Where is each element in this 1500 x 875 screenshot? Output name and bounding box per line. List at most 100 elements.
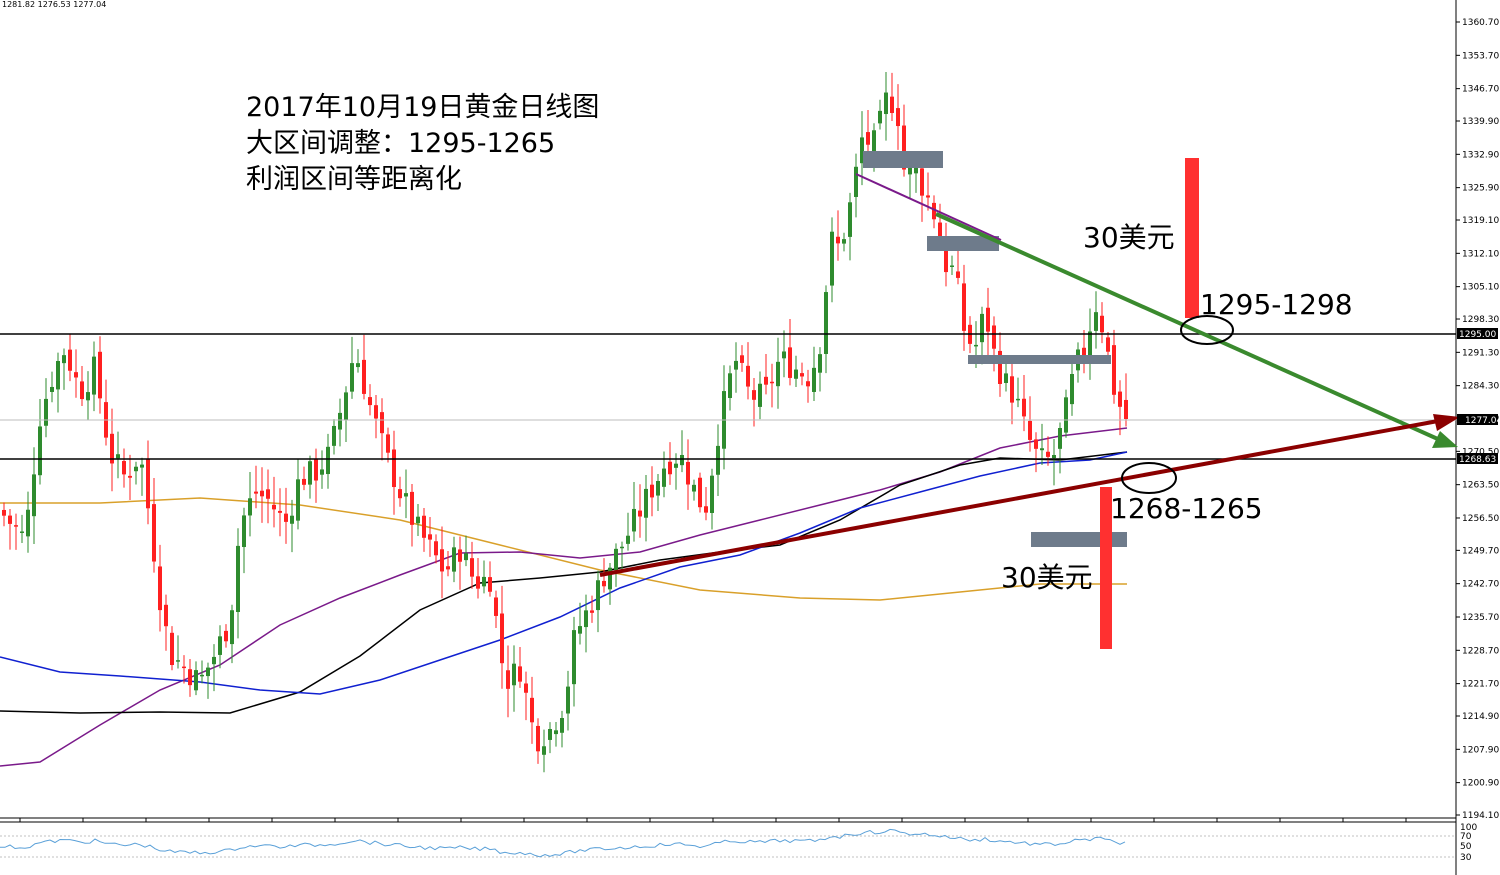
y-tick-label: 1346.70 — [1462, 85, 1499, 95]
candle-body — [908, 166, 912, 175]
y-tick-label: 1194.10 — [1462, 811, 1499, 821]
price-label-support: 1268.63 — [1457, 453, 1498, 465]
candle-body — [1106, 337, 1110, 352]
candle-body — [350, 363, 354, 392]
y-tick-label: 1325.90 — [1462, 184, 1499, 194]
candle-body — [230, 610, 234, 645]
candle-body — [782, 351, 786, 359]
candle-body — [938, 222, 942, 243]
candle-body — [188, 669, 192, 686]
candle-body — [800, 373, 804, 377]
candle-body — [362, 359, 366, 394]
candle-body — [842, 239, 846, 244]
lower-target-ellipse — [1121, 462, 1177, 494]
candle-body — [74, 372, 78, 378]
candle-body — [806, 381, 810, 387]
candle-body — [374, 405, 378, 419]
candle-body — [1064, 397, 1068, 433]
candle-body — [704, 506, 708, 513]
ma-black-line — [0, 451, 1128, 714]
candle-body — [932, 202, 936, 220]
candle-body — [404, 493, 408, 497]
y-tick-label: 1249.70 — [1462, 546, 1499, 556]
candle-body — [110, 433, 114, 464]
y-tick-label: 1339.90 — [1462, 117, 1499, 127]
candle-body — [14, 525, 18, 527]
candle-body — [134, 466, 138, 472]
candle-body — [608, 567, 612, 590]
candle-body — [98, 351, 102, 399]
candle-body — [278, 510, 282, 513]
ohlc-readout: 1281.82 1276.53 1277.04 — [2, 0, 107, 9]
candle-body — [248, 498, 252, 516]
lower-distance-label: 30美元 — [1001, 561, 1093, 594]
candle-body — [368, 397, 372, 406]
candle-body — [1058, 428, 1062, 449]
red-trend-line — [599, 419, 1439, 577]
y-tick-label: 1228.70 — [1462, 646, 1499, 656]
candle-body — [266, 489, 270, 499]
green-trend-arrowhead — [1432, 431, 1458, 448]
candle-body — [68, 349, 72, 371]
y-tick-label: 1200.90 — [1462, 779, 1499, 789]
candle-body — [140, 464, 144, 468]
candle-body — [206, 667, 210, 677]
candle-body — [1022, 398, 1026, 417]
candle-body — [734, 360, 738, 370]
candle-body — [980, 313, 984, 343]
y-tick-label: 1214.90 — [1462, 712, 1499, 722]
candle-body — [1016, 398, 1020, 401]
candle-body — [626, 535, 630, 544]
candle-body — [830, 231, 834, 286]
candle-body — [620, 546, 624, 549]
candle-body — [494, 597, 498, 616]
candle-body — [554, 730, 558, 735]
upper-target-ellipse — [1180, 315, 1234, 345]
candle-body — [602, 580, 606, 587]
candle-body — [308, 461, 312, 485]
candle-body — [224, 630, 228, 642]
candle-body — [1040, 448, 1044, 451]
candle-body — [1124, 399, 1128, 419]
candle-body — [854, 166, 858, 197]
candle-body — [872, 130, 876, 152]
candle-body — [464, 553, 468, 561]
candle-body — [926, 195, 930, 198]
candle-body — [218, 636, 222, 655]
candle-body — [920, 168, 924, 196]
candle-body — [38, 426, 42, 476]
candle-body — [860, 137, 864, 164]
candle-body — [530, 697, 534, 723]
candle-body — [176, 660, 180, 662]
candle-body — [122, 461, 126, 475]
candle-body — [668, 461, 672, 475]
candle-body — [296, 479, 300, 521]
candle-body — [62, 355, 66, 364]
candle-body — [314, 458, 318, 481]
title-line-3: 利润区间等距离化 — [246, 164, 462, 195]
candle-body — [458, 549, 462, 562]
candle-body — [560, 718, 564, 733]
candle-body — [1082, 347, 1086, 357]
candle-body — [1094, 312, 1098, 331]
candle-body — [260, 490, 264, 497]
candle-body — [572, 630, 576, 685]
candle-body — [482, 576, 486, 587]
candle-body — [692, 484, 696, 492]
candle-body — [956, 271, 960, 278]
candle-body — [476, 576, 480, 589]
candle-body — [80, 381, 84, 400]
candle-body — [1088, 331, 1092, 364]
candle-body — [824, 292, 828, 354]
candle-body — [680, 454, 684, 466]
candle-body — [320, 469, 324, 475]
y-tick-label: 1332.90 — [1462, 150, 1499, 160]
y-tick-label: 1242.70 — [1462, 580, 1499, 590]
candle-body — [398, 489, 402, 499]
zone-box — [927, 236, 999, 251]
purple-trend-line — [855, 173, 1002, 241]
candle-body — [272, 504, 276, 510]
candle-body — [728, 373, 732, 399]
y-tick-label: 1291.30 — [1462, 348, 1499, 358]
candle-body — [788, 347, 792, 378]
